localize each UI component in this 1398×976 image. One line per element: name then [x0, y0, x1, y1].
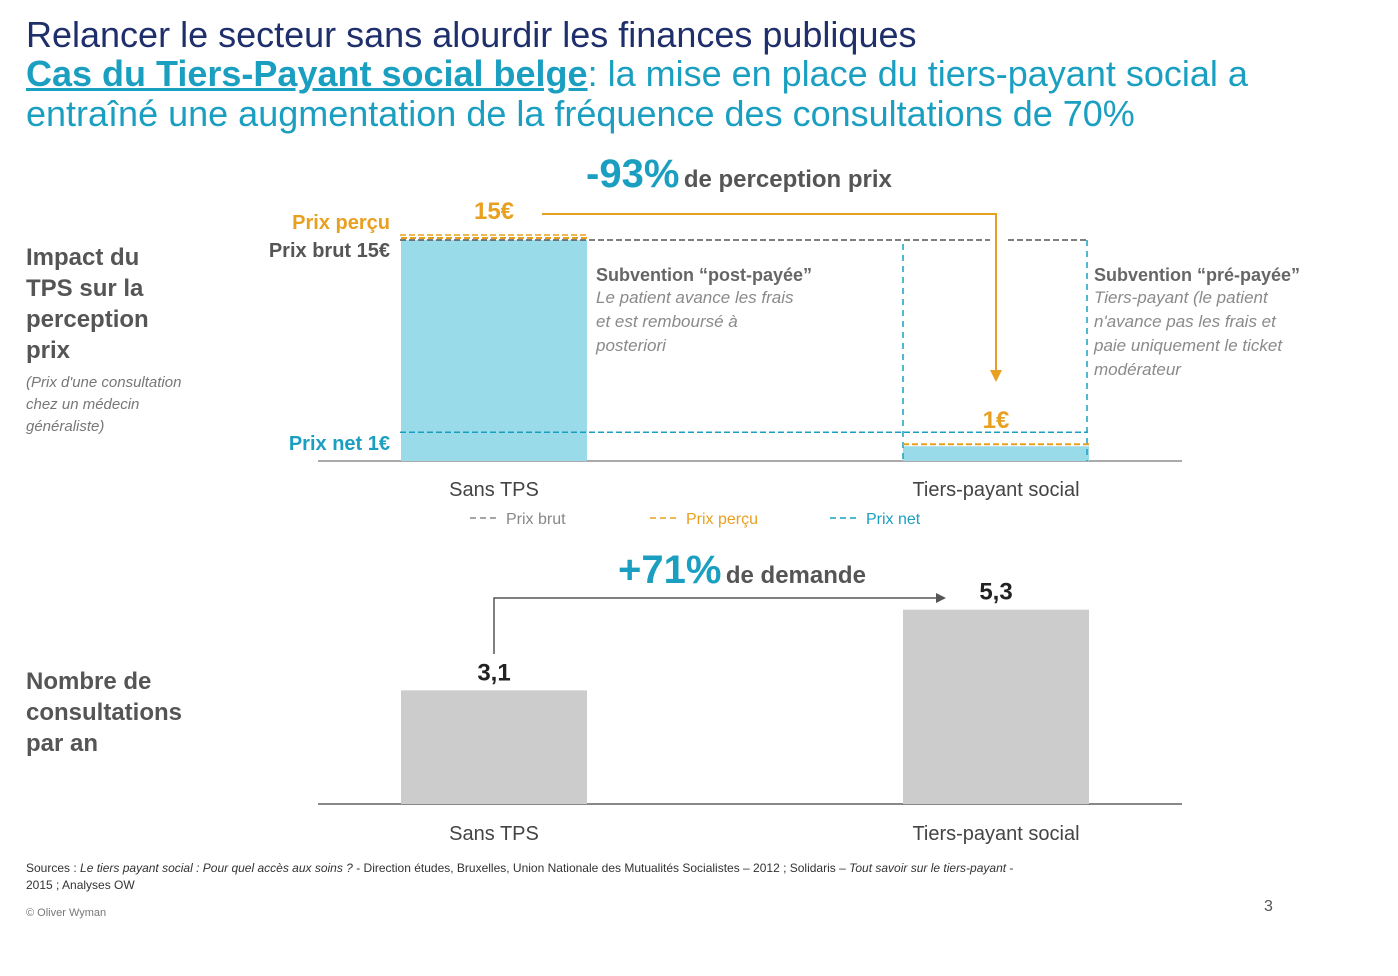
- legend-label: Prix perçu: [686, 511, 758, 528]
- pre-subsidy-body-line: Tiers-payant (le patient: [1094, 288, 1268, 307]
- demand-change-value: +71%: [618, 548, 722, 592]
- post-subsidy-note: Subvention “post-payée” Le patient avanc…: [596, 265, 812, 358]
- price-side-title-line: Impact du: [26, 244, 140, 271]
- price-side-title-line: prix: [26, 337, 71, 364]
- price-change-text: de perception prix: [683, 166, 892, 193]
- price-side-title-line: TPS sur la: [26, 275, 144, 302]
- demand-category-label: Tiers-payant social: [912, 823, 1079, 845]
- demand-arrow: [493, 597, 938, 654]
- post-subsidy-body-line: Le patient avance les frais: [596, 288, 794, 307]
- sources-line2: 2015 ; Analyses OW: [26, 878, 135, 892]
- price-side-note-line: généraliste): [26, 418, 105, 435]
- pre-subsidy-body-line: n'avance pas les frais et: [1094, 312, 1276, 331]
- demand-category-label: Sans TPS: [449, 823, 539, 845]
- demand-side-title-line: Nombre de: [26, 668, 152, 695]
- pre-subsidy-note: Subvention “pré-payée” Tiers-payant (le …: [1094, 265, 1300, 382]
- price-drop-arrow: [542, 213, 997, 372]
- demand-bar: [401, 690, 587, 804]
- price-side-note-line: chez un médecin: [26, 396, 140, 413]
- post-subsidy-body-line: et est remboursé à: [596, 312, 738, 331]
- slide-title: Relancer le secteur sans alourdir les fi…: [26, 14, 917, 55]
- sources-title-1: Le tiers payant social : Pour quel accès…: [80, 861, 353, 875]
- label-prix-brut: Prix brut 15€: [269, 240, 390, 262]
- pre-subsidy-body-line: modérateur: [1094, 360, 1181, 379]
- price-category-label: Tiers-payant social: [912, 479, 1079, 501]
- demand-value-label: 5,3: [979, 579, 1012, 606]
- sources: Sources : Le tiers payant social : Pour …: [26, 860, 1013, 894]
- demand-side-title-line: consultations: [26, 699, 183, 726]
- price-bar-percu: [903, 446, 1089, 461]
- legend-label: Prix brut: [506, 511, 566, 528]
- demand-arrowhead: [936, 593, 946, 603]
- price-category-label: Sans TPS: [449, 479, 539, 501]
- demand-change-text: de demande: [725, 562, 866, 589]
- price-drop-arrowhead: [990, 370, 1002, 382]
- pre-subsidy-body: Tiers-payant (le patient n'avance pas le…: [1094, 286, 1300, 382]
- page-number: 3: [1264, 898, 1273, 915]
- price-change-callout: -93% de perception prix: [586, 152, 892, 197]
- post-subsidy-title: Subvention “post-payée”: [596, 265, 813, 285]
- demand-change-callout: +71% de demande: [618, 548, 866, 593]
- legend-label: Prix net: [866, 511, 921, 528]
- sources-suffix: -: [1006, 861, 1014, 875]
- demand-bar: [903, 609, 1089, 804]
- price-change-value: -93%: [586, 152, 680, 196]
- demand-side-title-line: par an: [26, 730, 99, 757]
- demand-value-label: 3,1: [477, 659, 510, 686]
- label-prix-net: Prix net 1€: [289, 433, 390, 455]
- demand-chart: 3,1 Sans TPS 5,3 Tiers-payant social: [318, 579, 1182, 845]
- price-side-note-line: (Prix d'une consultation: [26, 374, 182, 391]
- pre-subsidy-body-line: paie uniquement le ticket: [1094, 336, 1283, 355]
- subtitle-rest: : la mise en place du tiers-payant socia…: [587, 53, 1248, 94]
- post-subsidy-body: Le patient avance les frais et est rembo…: [596, 286, 812, 358]
- value-label-15: 15€: [474, 198, 514, 225]
- value-label-1: 1€: [983, 407, 1010, 434]
- sources-text: - Direction études, Bruxelles, Union Nat…: [352, 861, 850, 875]
- slide-subtitle-line2: entraîné une augmentation de la fréquenc…: [26, 93, 1135, 134]
- post-subsidy-body-line: posteriori: [596, 336, 666, 355]
- sources-prefix: Sources :: [26, 861, 81, 875]
- price-chart: Prix perçu Prix brut 15€ Prix net 1€ 15€ 1€ S…: [269, 198, 1182, 528]
- price-side-note: (Prix d'une consultation chez un médecin…: [26, 372, 181, 438]
- label-prix-percu: Prix perçu: [292, 212, 390, 234]
- case-label: Cas du Tiers-Payant social belge: [26, 53, 588, 94]
- sources-title-2: Tout savoir sur le tiers-payant: [849, 861, 1007, 875]
- sources-line1: Sources : Le tiers payant social : Pour …: [26, 860, 1013, 877]
- pre-subsidy-title: Subvention “pré-payée”: [1094, 265, 1301, 285]
- copyright: © Oliver Wyman: [26, 907, 107, 919]
- slide-subtitle-line1: Cas du Tiers-Payant social belge: la mis…: [26, 54, 1248, 94]
- price-side-title: Impact du TPS sur la perception prix: [26, 242, 149, 366]
- price-bar-percu: [401, 240, 587, 461]
- price-side-title-line: perception: [26, 306, 149, 333]
- demand-side-title: Nombre de consultations par an: [26, 666, 182, 759]
